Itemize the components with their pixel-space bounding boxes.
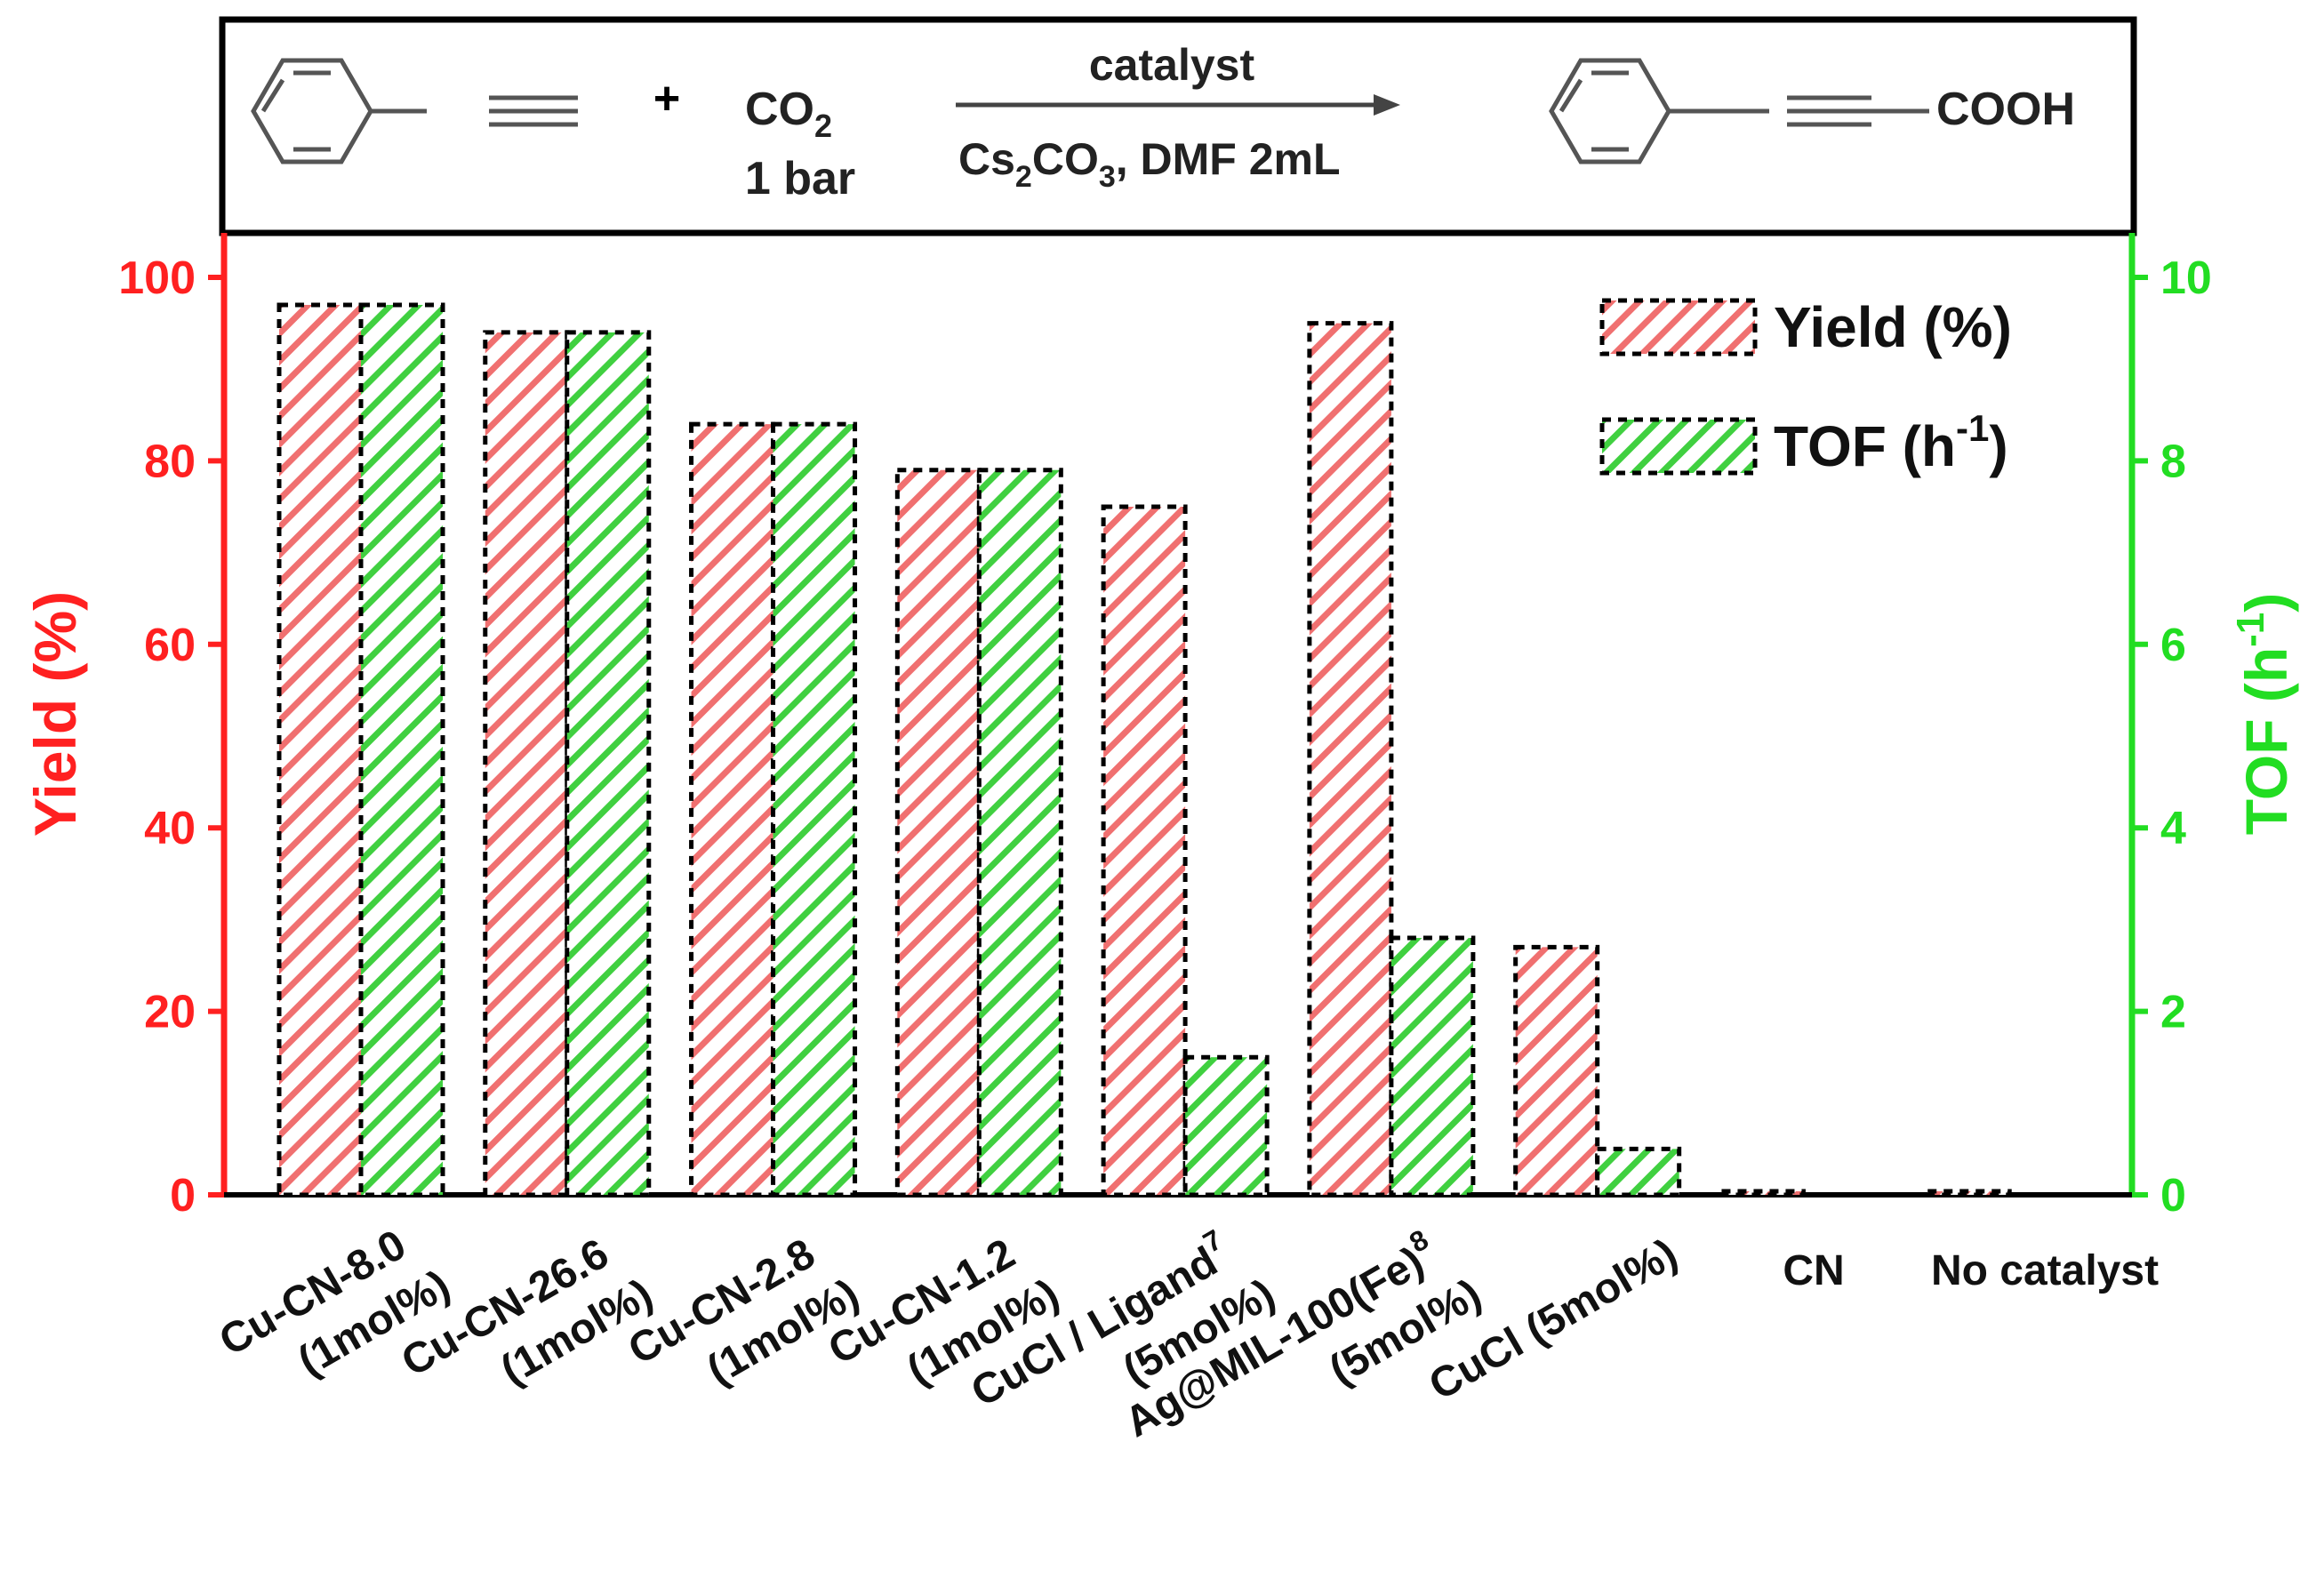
left-axis-label: Yield (%) — [22, 591, 88, 837]
bar-yield — [1307, 321, 1394, 1198]
category-label: Cu-CN-8.0(1mol%) — [212, 1222, 458, 1386]
phenylacetylene-structure — [251, 58, 578, 164]
bar-tof — [1389, 935, 1476, 1198]
category-label: CN — [1783, 1247, 1844, 1294]
right-axis-label: TOF (h-1) — [2229, 593, 2299, 836]
legend-swatch-tof — [1599, 417, 1758, 476]
right-axis-ticks: 0 2 4 6 8 10 — [2132, 252, 2212, 1222]
left-tick-label: 100 — [118, 252, 196, 304]
bar-yield — [1719, 1189, 1806, 1198]
left-tick-label: 20 — [144, 987, 196, 1038]
left-tick-label: 80 — [144, 436, 196, 487]
bar-yield — [483, 330, 570, 1198]
left-tick-label: 0 — [170, 1170, 196, 1222]
bar-yield — [1925, 1189, 2012, 1198]
bar-chart: 0 20 40 60 80 100 0 2 4 6 8 10 Yield (%) TOF (h-1)… — [22, 233, 2299, 1447]
bar-yield — [276, 302, 364, 1198]
category-label: Cu-CN-2.8(1mol%) — [621, 1230, 867, 1395]
right-tick-label: 6 — [2160, 620, 2186, 671]
right-tick-label: 8 — [2160, 436, 2186, 487]
phenylpropiolic-acid-structure — [1549, 58, 1929, 164]
left-tick-label: 40 — [144, 803, 196, 854]
co2-label: CO2 — [745, 84, 832, 144]
category-labels: Cu-CN-8.0(1mol%)Cu-CN-26.6(1mol%)Cu-CN-2… — [212, 1222, 2159, 1447]
right-tick-label: 4 — [2160, 803, 2186, 854]
right-tick-label: 2 — [2160, 987, 2186, 1038]
plus-sign: + — [653, 73, 680, 124]
bar-yield — [894, 468, 982, 1198]
arrow-top-label: catalyst — [1089, 40, 1255, 90]
category-name: No catalyst — [1931, 1247, 2159, 1294]
bar-yield — [1513, 944, 1600, 1198]
legend-label-yield: Yield (%) — [1774, 295, 2012, 359]
bar-yield — [1101, 504, 1188, 1198]
right-tick-label: 10 — [2160, 252, 2212, 304]
left-tick-label: 60 — [144, 620, 196, 671]
category-label: Cu-CN-1.2(1mol%) — [821, 1230, 1067, 1395]
bar-yield — [689, 421, 776, 1198]
category-label: Cu-CN-26.6(1mol%) — [394, 1230, 661, 1395]
bar-tof — [1182, 1054, 1270, 1198]
bar-tof — [565, 330, 652, 1198]
left-axis-ticks: 0 20 40 60 80 100 — [118, 252, 224, 1222]
bar-tof — [358, 302, 445, 1198]
right-tick-label: 0 — [2160, 1170, 2186, 1222]
category-name: CN — [1783, 1247, 1844, 1294]
legend-label-tof: TOF (h-1) — [1774, 407, 2008, 478]
bars — [276, 302, 2012, 1198]
reaction-scheme: + CO2 1 bar catalyst Cs2CO3, DMF 2mL COO… — [219, 16, 2137, 236]
reaction-arrow — [956, 94, 1400, 116]
legend-swatch-yield — [1599, 298, 1758, 356]
bar-tof — [771, 421, 858, 1198]
bar-tof — [976, 468, 1063, 1198]
product-cooh-label: COOH — [1936, 84, 2075, 135]
category-label: No catalyst — [1931, 1247, 2159, 1294]
bar-tof — [1595, 1146, 1682, 1198]
pressure-label: 1 bar — [745, 153, 855, 204]
arrow-bottom-label: Cs2CO3, DMF 2mL — [958, 134, 1341, 194]
legend: Yield (%) TOF (h-1) — [1599, 295, 2012, 478]
